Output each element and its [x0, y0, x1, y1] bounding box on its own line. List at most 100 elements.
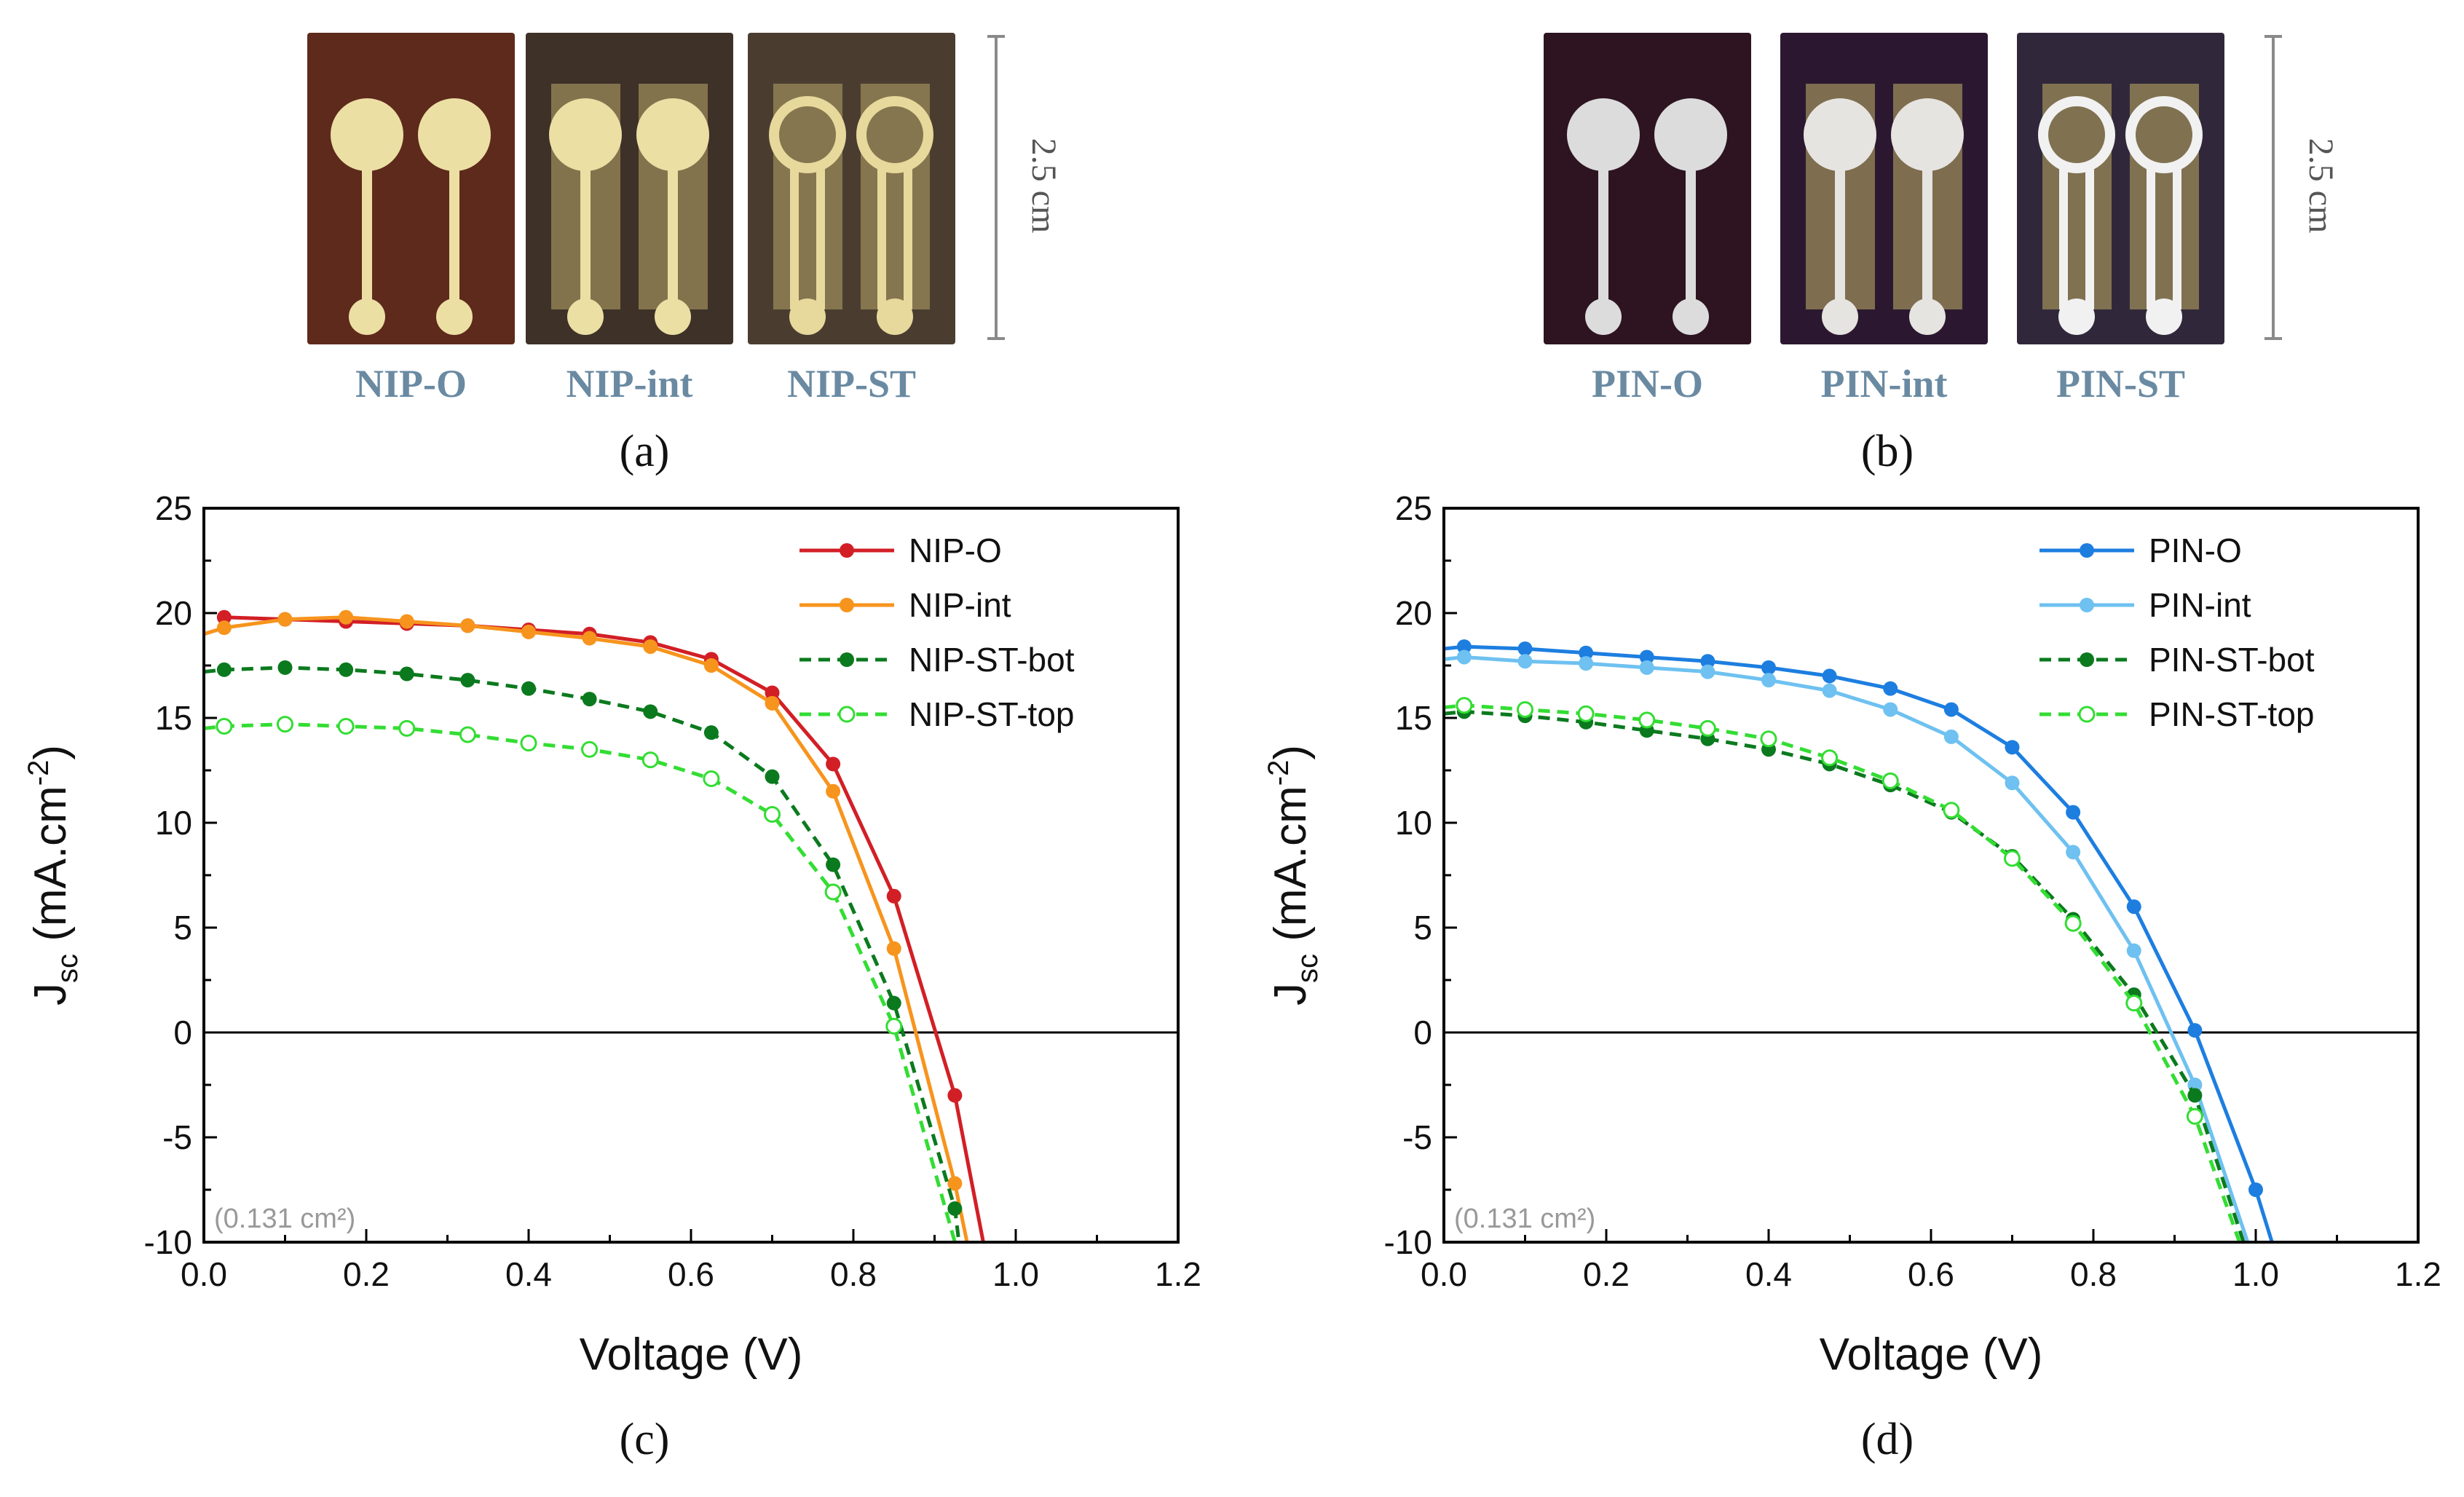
plot-frame [202, 507, 1180, 1244]
data-point [826, 757, 841, 772]
data-point [1638, 711, 1656, 729]
data-point [1943, 702, 1959, 717]
legend-marker [840, 543, 854, 558]
x-tick-label: 0.6 [1908, 1255, 1954, 1293]
y-tick-label: 15 [155, 699, 192, 737]
series-line [1444, 709, 2246, 1242]
data-point [643, 704, 658, 719]
contact-line [2059, 164, 2068, 309]
contact-line [1922, 167, 1932, 313]
x-tick-label: 0.8 [2070, 1255, 2117, 1293]
x-tick-label: 0.4 [1745, 1255, 1792, 1293]
panel-label-a: (a) [620, 427, 670, 476]
data-point [277, 612, 293, 627]
data-point [824, 883, 842, 901]
y-tick-label: 0 [173, 1014, 192, 1051]
legend-label: PIN-O [2149, 532, 2242, 569]
data-point [339, 609, 354, 625]
legend-label: NIP-O [909, 532, 1002, 569]
data-point [216, 718, 233, 735]
substrate [307, 33, 515, 344]
data-point [1639, 660, 1654, 675]
contact-pad [549, 98, 622, 171]
data-point [1881, 772, 1899, 789]
data-point [885, 1017, 903, 1035]
chart-panels: 0.0 0.2 0.4 0.6 0.8 1.0 1.2 -10 -5 0 5 10 15 20 25 Volt… [23, 489, 2441, 1380]
contact-pad [1804, 98, 1876, 171]
plot-frame [1442, 507, 2420, 1244]
data-point [703, 770, 720, 788]
y-tick-label: -10 [1384, 1223, 1432, 1261]
device-photo: PIN-O [1544, 33, 1751, 406]
contact-line [2147, 164, 2155, 309]
active-window [2042, 84, 2112, 309]
data-point [1700, 664, 1715, 679]
data-point [886, 941, 901, 956]
contact-line [449, 167, 459, 313]
contact-pad [636, 98, 709, 171]
y-tick-label: 10 [1395, 804, 1432, 842]
data-point [2187, 1088, 2203, 1103]
x-tick-label: 1.2 [1155, 1255, 1201, 1293]
data-point [1517, 654, 1533, 669]
contact-ring [856, 96, 933, 173]
data-point [1761, 673, 1776, 688]
contact [856, 96, 933, 335]
data-point [1517, 700, 1533, 718]
contact-foot [349, 299, 385, 335]
y-tick-label: -10 [144, 1223, 192, 1261]
data-point [460, 618, 475, 633]
data-point [1822, 668, 1837, 684]
data-point [339, 662, 354, 677]
contact-foot [1822, 299, 1858, 335]
y-tick-label: 20 [155, 594, 192, 632]
y-tick-label: -5 [162, 1118, 192, 1156]
x-tick-label: 1.2 [2395, 1255, 2441, 1293]
contact-line [904, 164, 912, 309]
device-label: NIP-ST [787, 362, 916, 406]
legend: NIP-O NIP-int NIP-ST-bot NIP-ST-top [799, 532, 1075, 733]
data-point [521, 681, 536, 696]
data-point [1883, 681, 1898, 696]
chart-panel-c: 0.0 0.2 0.4 0.6 0.8 1.0 1.2 -10 -5 0 5 10 15 20 25 Volt… [23, 489, 1201, 1380]
y-tick-label: -5 [1402, 1118, 1432, 1156]
contact [418, 98, 491, 335]
data-point [765, 685, 780, 700]
contact-line [790, 164, 799, 309]
device-label: NIP-O [355, 362, 467, 406]
x-tick-label: 0.2 [343, 1255, 390, 1293]
data-point [2066, 805, 2081, 820]
data-point [2004, 850, 2021, 867]
contact [636, 98, 709, 335]
contact-pad [1891, 98, 1964, 171]
data-point [764, 805, 781, 823]
legend-marker [2080, 652, 2094, 667]
data-point [277, 716, 293, 733]
scale-label: 2.5 cm [1024, 138, 1063, 234]
series-line [224, 615, 985, 1242]
legend-label: NIP-int [909, 586, 1011, 624]
data-point [643, 639, 658, 655]
data-point [765, 769, 780, 784]
contact-pad [418, 98, 491, 171]
contact-foot [436, 299, 473, 335]
data-point [1456, 697, 1473, 714]
contact-line [877, 164, 886, 309]
data-point [460, 673, 475, 688]
contact [2125, 96, 2203, 335]
data-point [886, 995, 901, 1011]
data-point [2126, 943, 2141, 958]
contact-foot [567, 299, 604, 335]
x-tick-label: 0.0 [1421, 1255, 1467, 1293]
series-line [1444, 644, 2274, 1242]
data-point [459, 726, 476, 743]
legend-label: NIP-ST-top [909, 695, 1075, 733]
data-point [886, 888, 901, 904]
contact-line [580, 167, 591, 313]
y-tick-label: 25 [1395, 489, 1432, 527]
data-point [703, 725, 719, 740]
contact-foot [655, 299, 691, 335]
data-point [2066, 845, 2081, 860]
device-photo: PIN-ST [2017, 33, 2224, 406]
